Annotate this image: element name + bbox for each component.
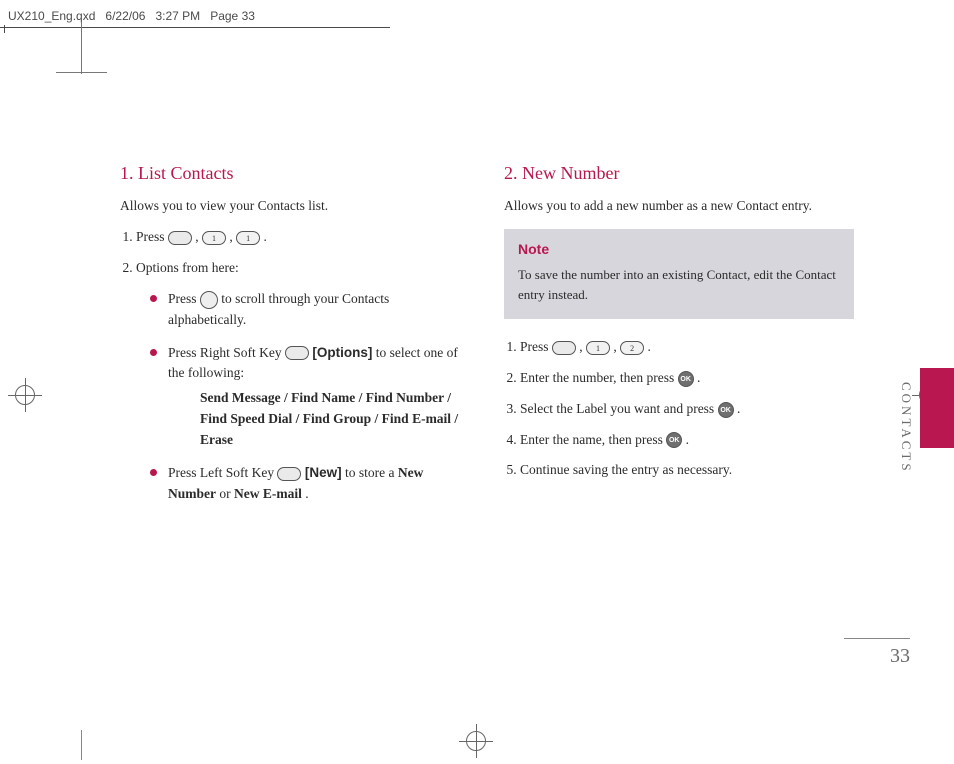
keypad-2-icon: 2	[620, 341, 644, 355]
left-column: 1. List Contacts Allows you to view your…	[120, 160, 470, 517]
options-detail: Send Message / Find Name / Find Number /…	[200, 390, 458, 447]
right-intro: Allows you to add a new number as a new …	[504, 196, 854, 217]
text: to store a	[345, 465, 398, 480]
sep: ,	[195, 229, 202, 244]
registration-mark-left	[8, 378, 42, 412]
soft-key-right-icon	[285, 346, 309, 360]
soft-key-left-icon	[277, 467, 301, 481]
text: Press	[136, 229, 168, 244]
header-page: Page 33	[210, 9, 255, 23]
soft-key-left-icon	[552, 341, 576, 355]
keypad-1-icon: 1	[586, 341, 610, 355]
ok-button-icon: OK	[718, 402, 734, 418]
right-step-1: Press , 1 , 2 .	[520, 337, 854, 358]
text: Press Right Soft Key	[168, 345, 285, 360]
text: Press	[168, 291, 200, 306]
text: .	[264, 229, 267, 244]
new-email-label: New E-mail	[234, 486, 302, 501]
right-step-4: Enter the name, then press OK .	[520, 430, 854, 451]
sep: ,	[229, 229, 236, 244]
header-date: 6/22/06	[105, 9, 145, 23]
keypad-1-icon: 1	[236, 231, 260, 245]
new-label: [New]	[305, 465, 342, 480]
registration-mark-bottom	[459, 724, 493, 758]
text: Press	[520, 339, 552, 354]
text: .	[737, 401, 740, 416]
right-step-5: Continue saving the entry as necessary.	[520, 460, 854, 481]
side-section-label: CONTACTS	[898, 382, 914, 474]
ok-button-icon: OK	[678, 371, 694, 387]
header-time: 3:27 PM	[155, 9, 200, 23]
crop-mark-bottom	[81, 730, 82, 760]
bullet-options: Press Right Soft Key [Options] to select…	[150, 343, 470, 452]
text: .	[648, 339, 651, 354]
text: Select the Label you want and press	[520, 401, 718, 416]
options-label: [Options]	[312, 345, 372, 360]
page-body: 1. List Contacts Allows you to view your…	[120, 160, 880, 517]
note-box: Note To save the number into an existing…	[504, 229, 854, 319]
ok-button-icon: OK	[666, 432, 682, 448]
sep: ,	[613, 339, 620, 354]
text: .	[697, 370, 700, 385]
left-intro: Allows you to view your Contacts list.	[120, 196, 470, 217]
text: Options from here:	[136, 260, 239, 275]
right-column: 2. New Number Allows you to add a new nu…	[504, 160, 854, 517]
sep: ,	[579, 339, 586, 354]
right-step-2: Enter the number, then press OK .	[520, 368, 854, 389]
header-filename: UX210_Eng.qxd	[8, 9, 95, 23]
side-tab	[920, 368, 954, 448]
text: Enter the name, then press	[520, 432, 666, 447]
text: .	[686, 432, 689, 447]
note-title: Note	[518, 239, 840, 261]
soft-key-left-icon	[168, 231, 192, 245]
bullet-new: Press Left Soft Key [New] to store a New…	[150, 463, 470, 505]
bullet-scroll: Press to scroll through your Contacts al…	[150, 289, 470, 331]
heading-list-contacts: 1. List Contacts	[120, 160, 470, 188]
text: .	[305, 486, 308, 501]
page-number: 33	[844, 638, 910, 668]
crop-mark-top	[81, 22, 82, 74]
text: or	[219, 486, 234, 501]
text: Enter the number, then press	[520, 370, 678, 385]
heading-new-number: 2. New Number	[504, 160, 854, 188]
left-step-2: Options from here: Press to scroll throu…	[136, 258, 470, 505]
nav-wheel-icon	[200, 291, 218, 309]
note-body: To save the number into an existing Cont…	[518, 265, 840, 305]
print-header: UX210_Eng.qxd 6/22/06 3:27 PM Page 33	[0, 5, 390, 28]
right-step-3: Select the Label you want and press OK .	[520, 399, 854, 420]
text: Press Left Soft Key	[168, 465, 277, 480]
keypad-1-icon: 1	[202, 231, 226, 245]
text: Continue saving the entry as necessary.	[520, 462, 732, 477]
left-step-1: Press , 1 , 1 .	[136, 227, 470, 248]
